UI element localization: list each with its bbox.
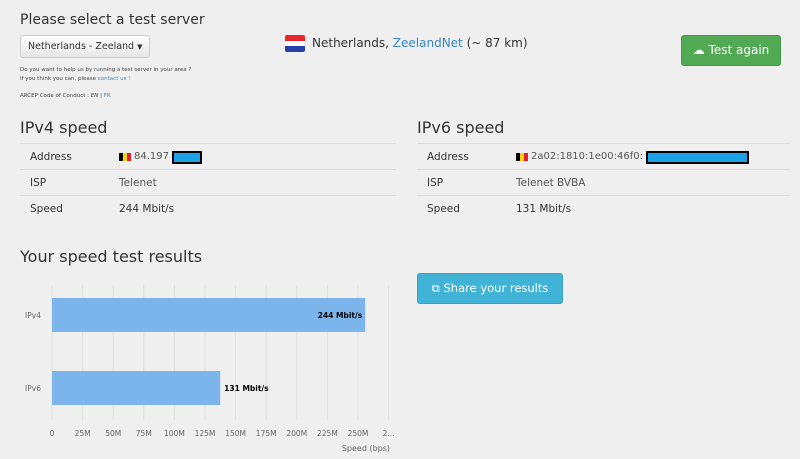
table-row: Address 2a02:1810:1e00:46f0: xyxy=(417,143,790,169)
ipv4-title: IPv4 speed xyxy=(20,118,108,137)
ipv4-isp: Telenet xyxy=(119,177,157,189)
belgium-flag-icon xyxy=(516,153,528,161)
conduct: ARCEP Code of Conduct : EN | FR xyxy=(20,93,111,99)
ipv6-address: 2a02:1810:1e00:46f0: xyxy=(531,151,643,162)
contact-link[interactable]: contact us ! xyxy=(97,76,131,82)
x-tick-label: 75M xyxy=(136,429,152,438)
data-label: 131 Mbit/s xyxy=(224,384,269,393)
ipv6-title: IPv6 speed xyxy=(417,118,505,137)
x-tick-label: 100M xyxy=(164,429,185,438)
table-row: Address 84.197 xyxy=(20,143,396,169)
row-key: ISP xyxy=(427,177,444,189)
belgium-flag-icon xyxy=(119,153,131,161)
table-row: ISP Telenet xyxy=(20,169,396,195)
conduct-fr-link[interactable]: FR xyxy=(103,93,111,99)
redaction xyxy=(172,150,202,164)
conduct-label: ARCEP Code of Conduct : xyxy=(20,93,90,99)
x-tick-label: 50M xyxy=(105,429,121,438)
ipv4-address: 84.197 xyxy=(134,151,169,162)
row-key: ISP xyxy=(30,177,47,189)
share-label: Share your results xyxy=(443,281,549,295)
server-info: Netherlands, ZeelandNet (~ 87 km) xyxy=(312,36,528,50)
server-dropdown[interactable]: Netherlands - Zeeland ▼ xyxy=(20,35,150,58)
share-results-button[interactable]: ⧉ Share your results xyxy=(417,273,563,304)
share-icon: ⧉ xyxy=(431,281,440,295)
x-tick-label: 0 xyxy=(50,429,55,438)
speed-chart: 0 25M 50M 75M 100M 125M 150M 175M 200M 225M 250M 2.… xyxy=(25,285,395,453)
x-tick-label: 225M xyxy=(317,429,338,438)
provider-link[interactable]: ZeelandNet xyxy=(392,36,463,50)
table-row: Speed 131 Mbit/s xyxy=(417,195,790,221)
conduct-en-link[interactable]: EN xyxy=(90,93,99,99)
table-row: ISP Telenet BVBA xyxy=(417,169,790,195)
redaction xyxy=(646,150,749,164)
help-text: Do you want to help us by running a test… xyxy=(20,67,192,73)
ipv6-isp: Telenet BVBA xyxy=(516,177,586,189)
server-country: Netherlands, xyxy=(312,36,389,50)
row-key: Speed xyxy=(30,203,63,215)
test-again-label: Test again xyxy=(708,43,770,57)
x-tick-label: 250M xyxy=(348,429,369,438)
bar-ipv4 xyxy=(52,298,366,332)
server-dropdown-value: Netherlands - Zeeland xyxy=(28,41,135,52)
row-key: Address xyxy=(427,151,469,163)
row-key: Speed xyxy=(427,203,460,215)
help-text-2: If you think you can, please contact us … xyxy=(20,76,130,82)
ipv4-table: Address 84.197 ISP Telenet Speed 244 Mbit/s xyxy=(20,143,396,221)
x-axis-title: Speed (bps) xyxy=(342,444,390,453)
netherlands-flag-icon xyxy=(285,35,305,52)
row-key: Address xyxy=(30,151,72,163)
y-tick-label: IPv6 xyxy=(25,384,41,393)
server-distance: (~ 87 km) xyxy=(466,36,528,50)
test-again-button[interactable]: ☁ Test again xyxy=(681,35,781,66)
caret-down-icon: ▼ xyxy=(137,43,143,51)
ipv4-speed: 244 Mbit/s xyxy=(119,203,175,215)
results-title: Your speed test results xyxy=(20,247,203,266)
table-row: Speed 244 Mbit/s xyxy=(20,195,396,221)
bar-ipv6 xyxy=(52,371,221,405)
x-tick-label: 200M xyxy=(286,429,307,438)
x-tick-label: 125M xyxy=(195,429,216,438)
help-prefix: If you think you can, please xyxy=(20,76,97,82)
server-title: Please select a test server xyxy=(20,12,205,28)
separator: | xyxy=(100,93,102,99)
x-tick-label: 150M xyxy=(225,429,246,438)
y-tick-label: IPv4 xyxy=(25,311,41,320)
data-label: 244 Mbit/s xyxy=(318,311,363,320)
ipv6-speed: 131 Mbit/s xyxy=(516,203,572,215)
x-tick-label: 175M xyxy=(256,429,277,438)
cloud-download-icon: ☁ xyxy=(692,43,705,57)
x-tick-label: 2... xyxy=(383,429,395,438)
x-tick-label: 25M xyxy=(75,429,91,438)
ipv6-table: Address 2a02:1810:1e00:46f0: ISP Telenet B… xyxy=(417,143,790,221)
